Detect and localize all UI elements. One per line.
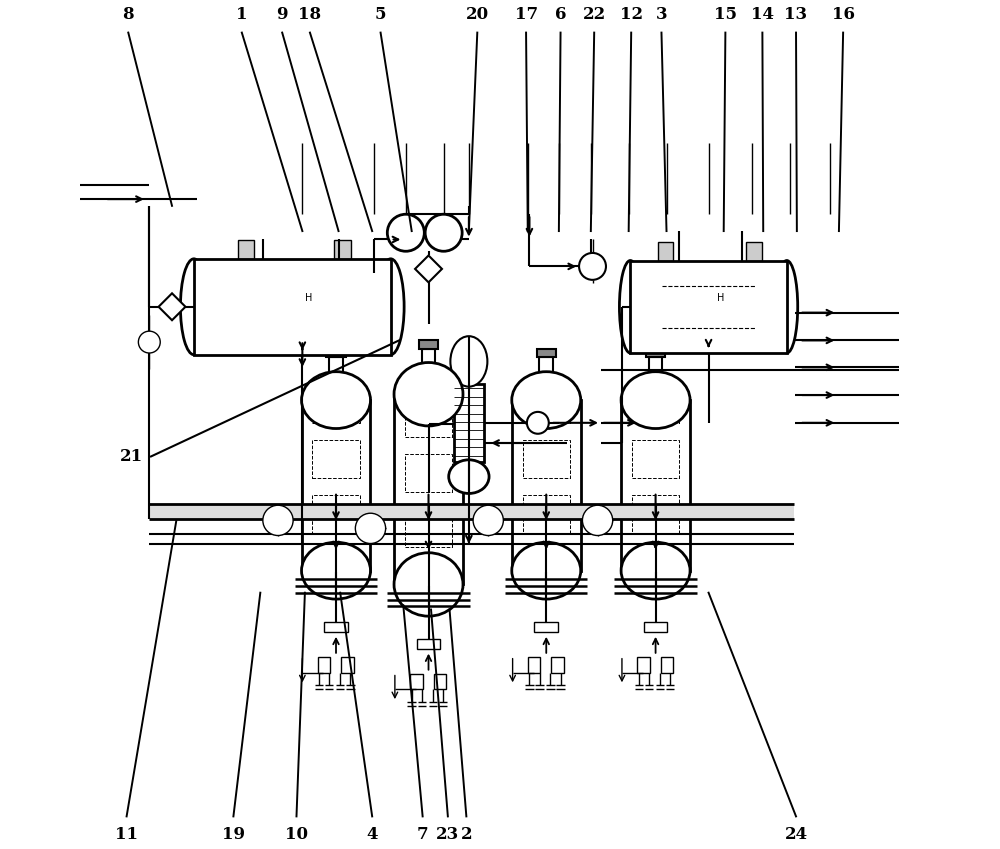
Bar <box>405 399 452 437</box>
Bar <box>512 400 581 571</box>
Bar <box>537 349 556 357</box>
Bar <box>630 261 787 353</box>
Ellipse shape <box>449 460 489 493</box>
Text: 23: 23 <box>436 826 459 844</box>
Text: 17: 17 <box>515 5 538 23</box>
Text: 24: 24 <box>784 826 808 844</box>
Ellipse shape <box>394 553 463 616</box>
Text: 3: 3 <box>656 5 667 23</box>
Bar <box>434 674 446 689</box>
Text: 7: 7 <box>417 826 428 844</box>
Ellipse shape <box>302 543 370 599</box>
Bar <box>341 657 354 672</box>
Bar <box>534 622 558 633</box>
Ellipse shape <box>621 372 690 429</box>
Text: 12: 12 <box>620 5 643 23</box>
Ellipse shape <box>302 372 370 429</box>
Circle shape <box>582 505 613 536</box>
Ellipse shape <box>394 363 463 426</box>
Text: 1: 1 <box>236 5 248 23</box>
Bar <box>419 340 438 349</box>
Text: H: H <box>305 294 313 303</box>
Bar <box>621 400 690 571</box>
Bar <box>523 385 570 424</box>
Bar <box>405 509 452 547</box>
Circle shape <box>138 331 160 353</box>
Circle shape <box>473 505 503 536</box>
Bar <box>238 240 254 259</box>
Text: 2: 2 <box>461 826 472 844</box>
Bar <box>649 357 662 376</box>
Bar <box>334 240 351 259</box>
Bar <box>417 639 440 649</box>
Bar <box>410 674 423 689</box>
Ellipse shape <box>180 259 207 355</box>
Text: 13: 13 <box>784 5 808 23</box>
Bar <box>422 349 435 368</box>
Text: H: H <box>717 294 725 303</box>
Bar <box>528 657 540 672</box>
Ellipse shape <box>512 543 581 599</box>
Text: 15: 15 <box>714 5 737 23</box>
Bar <box>394 394 463 584</box>
Bar <box>646 349 665 357</box>
Ellipse shape <box>512 372 581 429</box>
Bar <box>194 259 391 355</box>
Bar <box>746 242 762 261</box>
Circle shape <box>527 412 549 434</box>
Text: 20: 20 <box>466 5 489 23</box>
Bar <box>329 357 343 376</box>
Polygon shape <box>415 256 442 283</box>
Bar <box>312 385 360 424</box>
Text: 10: 10 <box>285 826 308 844</box>
Ellipse shape <box>450 336 487 386</box>
Text: 11: 11 <box>115 826 138 844</box>
Ellipse shape <box>377 259 404 355</box>
Bar <box>302 400 370 571</box>
Text: 16: 16 <box>832 5 855 23</box>
Bar <box>644 622 667 633</box>
Ellipse shape <box>619 261 641 353</box>
Bar <box>661 657 673 672</box>
Bar <box>405 454 452 492</box>
Circle shape <box>263 505 293 536</box>
Text: 18: 18 <box>298 5 321 23</box>
Bar <box>632 385 679 424</box>
Ellipse shape <box>776 261 798 353</box>
Bar <box>324 622 348 633</box>
Bar <box>637 657 650 672</box>
Text: 9: 9 <box>276 5 288 23</box>
Text: 4: 4 <box>366 826 378 844</box>
Circle shape <box>579 253 606 280</box>
Bar <box>632 441 679 478</box>
Ellipse shape <box>621 543 690 599</box>
Text: 14: 14 <box>751 5 774 23</box>
Bar <box>523 495 570 533</box>
Circle shape <box>387 214 424 251</box>
Text: 6: 6 <box>555 5 566 23</box>
Bar <box>312 495 360 533</box>
Text: 22: 22 <box>583 5 606 23</box>
Bar <box>551 657 564 672</box>
Bar <box>312 441 360 478</box>
Circle shape <box>355 514 386 543</box>
Bar <box>454 384 484 463</box>
Bar <box>523 441 570 478</box>
Bar <box>326 349 346 357</box>
Text: 19: 19 <box>222 826 245 844</box>
Circle shape <box>425 214 462 251</box>
Bar <box>539 357 553 376</box>
Bar <box>149 504 794 519</box>
Bar <box>632 495 679 533</box>
Polygon shape <box>159 293 185 320</box>
Text: 5: 5 <box>375 5 386 23</box>
Bar <box>658 242 673 261</box>
Text: 21: 21 <box>120 448 143 465</box>
Text: 8: 8 <box>122 5 134 23</box>
Bar <box>318 657 330 672</box>
